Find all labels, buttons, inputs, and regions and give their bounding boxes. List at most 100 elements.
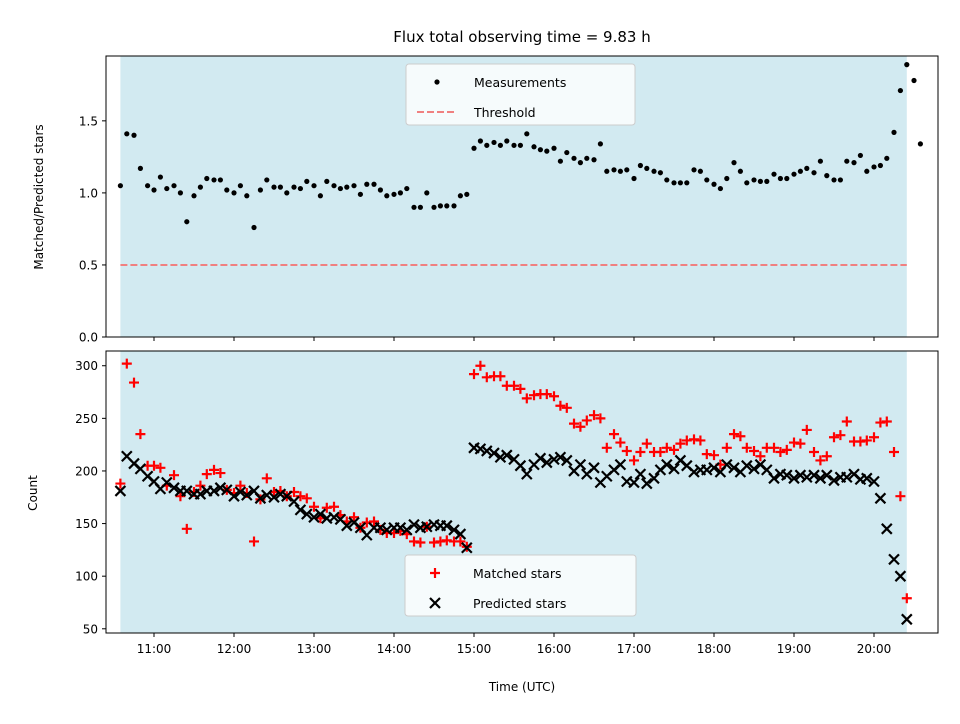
predicted-stars-point: [661, 458, 673, 471]
matched-stars-point: [775, 447, 786, 458]
matched-stars-point: [469, 369, 479, 380]
predicted-stars-point: [454, 528, 467, 540]
predicted-stars-point: [554, 451, 567, 464]
matched-stars-point: [595, 413, 606, 424]
predicted-stars-point: [488, 447, 500, 459]
matched-stars-point: [869, 432, 879, 443]
bottom-y-tick-label: 50: [83, 622, 98, 636]
measurement-point: [157, 174, 163, 180]
bottom-legend-label: Predicted stars: [473, 596, 566, 611]
predicted-stars-point: [374, 521, 387, 534]
measurement-point: [784, 175, 790, 182]
matched-stars-point: [515, 383, 526, 394]
measurement-point: [824, 173, 830, 179]
predicted-stars-point: [814, 472, 827, 485]
measurement-point: [891, 129, 897, 135]
measurement-point: [684, 180, 690, 186]
measurement-point: [604, 168, 610, 174]
measurement-point: [391, 191, 397, 197]
measurement-point: [324, 178, 330, 184]
measurement-point: [311, 183, 317, 189]
measurement-point: [464, 191, 470, 197]
predicted-stars-point: [641, 477, 653, 490]
top-legend-label: Measurements: [474, 75, 566, 90]
predicted-stars-point: [281, 490, 293, 502]
measurement-point: [211, 177, 217, 183]
x-tick-label: 20:00: [857, 642, 892, 656]
matched-stars-point: [521, 393, 532, 404]
predicted-stars-point: [254, 492, 267, 505]
matched-stars-point: [695, 435, 706, 446]
measurement-point: [711, 181, 717, 187]
x-axis-label: Time (UTC): [488, 680, 555, 694]
matched-stars-point: [615, 437, 626, 448]
measurement-point: [417, 204, 423, 210]
matched-stars-point: [821, 451, 832, 462]
matched-stars-point: [755, 451, 766, 462]
predicted-stars-point: [614, 458, 627, 471]
bottom-legend: Matched stars Predicted stars: [404, 554, 637, 617]
measurement-point: [431, 204, 437, 210]
measurement-point: [744, 180, 750, 186]
measurement-point: [271, 184, 277, 190]
predicted-stars-point: [208, 485, 220, 497]
predicted-stars-point: [381, 524, 393, 536]
matched-stars-point: [801, 424, 812, 435]
predicted-stars-point: [214, 482, 227, 494]
measurement-point: [837, 177, 844, 183]
measurement-point: [191, 193, 197, 199]
matched-stars-point: [455, 536, 466, 547]
top-legend-box: [405, 63, 636, 126]
matched-stars-point: [675, 438, 686, 449]
measurement-point: [697, 168, 704, 174]
measurement-point: [537, 147, 544, 153]
measurement-point: [777, 175, 784, 182]
measurement-point: [264, 177, 270, 183]
predicted-stars-point: [828, 474, 840, 487]
top-panel: Matched/Predicted stars 0.0 0.5 1.0 1.5 Meas…: [32, 55, 939, 345]
matched-stars-point: [809, 447, 819, 458]
matched-stars-point: [601, 442, 612, 453]
measurement-point: [371, 181, 377, 187]
measurement-point: [611, 167, 617, 173]
measurement-point: [531, 144, 537, 150]
measurement-point: [244, 193, 250, 199]
predicted-stars-point: [114, 485, 127, 497]
matched-stars-point: [895, 491, 906, 502]
predicted-stars-point: [861, 472, 873, 485]
matched-stars-point: [149, 460, 159, 471]
predicted-stars-point: [474, 443, 487, 455]
predicted-stars-point: [228, 490, 240, 502]
measurement-point: [791, 171, 797, 177]
bottom-legend-label: Matched stars: [473, 566, 561, 581]
bottom-axes-frame: [105, 350, 939, 634]
predicted-stars-point: [401, 524, 413, 536]
measurement-point: [457, 193, 463, 199]
measurement-point: [544, 148, 550, 154]
matched-stars-point: [249, 536, 259, 547]
matched-stars-point: [369, 516, 379, 527]
measurement-point: [297, 185, 303, 192]
top-axes-frame: [105, 55, 939, 338]
predicted-stars-point: [448, 524, 460, 536]
predicted-stars-point: [261, 489, 273, 501]
predicted-stars-point: [268, 491, 280, 504]
legend-predicted-marker: [429, 597, 441, 609]
bottom-y-tick-label: 150: [75, 517, 98, 531]
measurement-point: [577, 160, 584, 166]
predicted-stars-point: [161, 476, 173, 489]
matched-stars-point: [301, 493, 312, 504]
predicted-stars-point: [588, 462, 600, 474]
matched-stars-point: [621, 445, 632, 456]
predicted-stars-point: [634, 468, 647, 480]
x-tick-label: 12:00: [217, 642, 252, 656]
x-tick-label: 17:00: [617, 642, 652, 656]
matched-stars-point: [175, 491, 186, 502]
measurement-point: [651, 168, 657, 174]
predicted-stars-point: [561, 454, 573, 467]
measurement-point: [857, 152, 864, 159]
bottom-y-tick-label: 300: [75, 359, 98, 373]
measurement-point: [204, 175, 210, 182]
matched-stars-point: [795, 438, 806, 449]
